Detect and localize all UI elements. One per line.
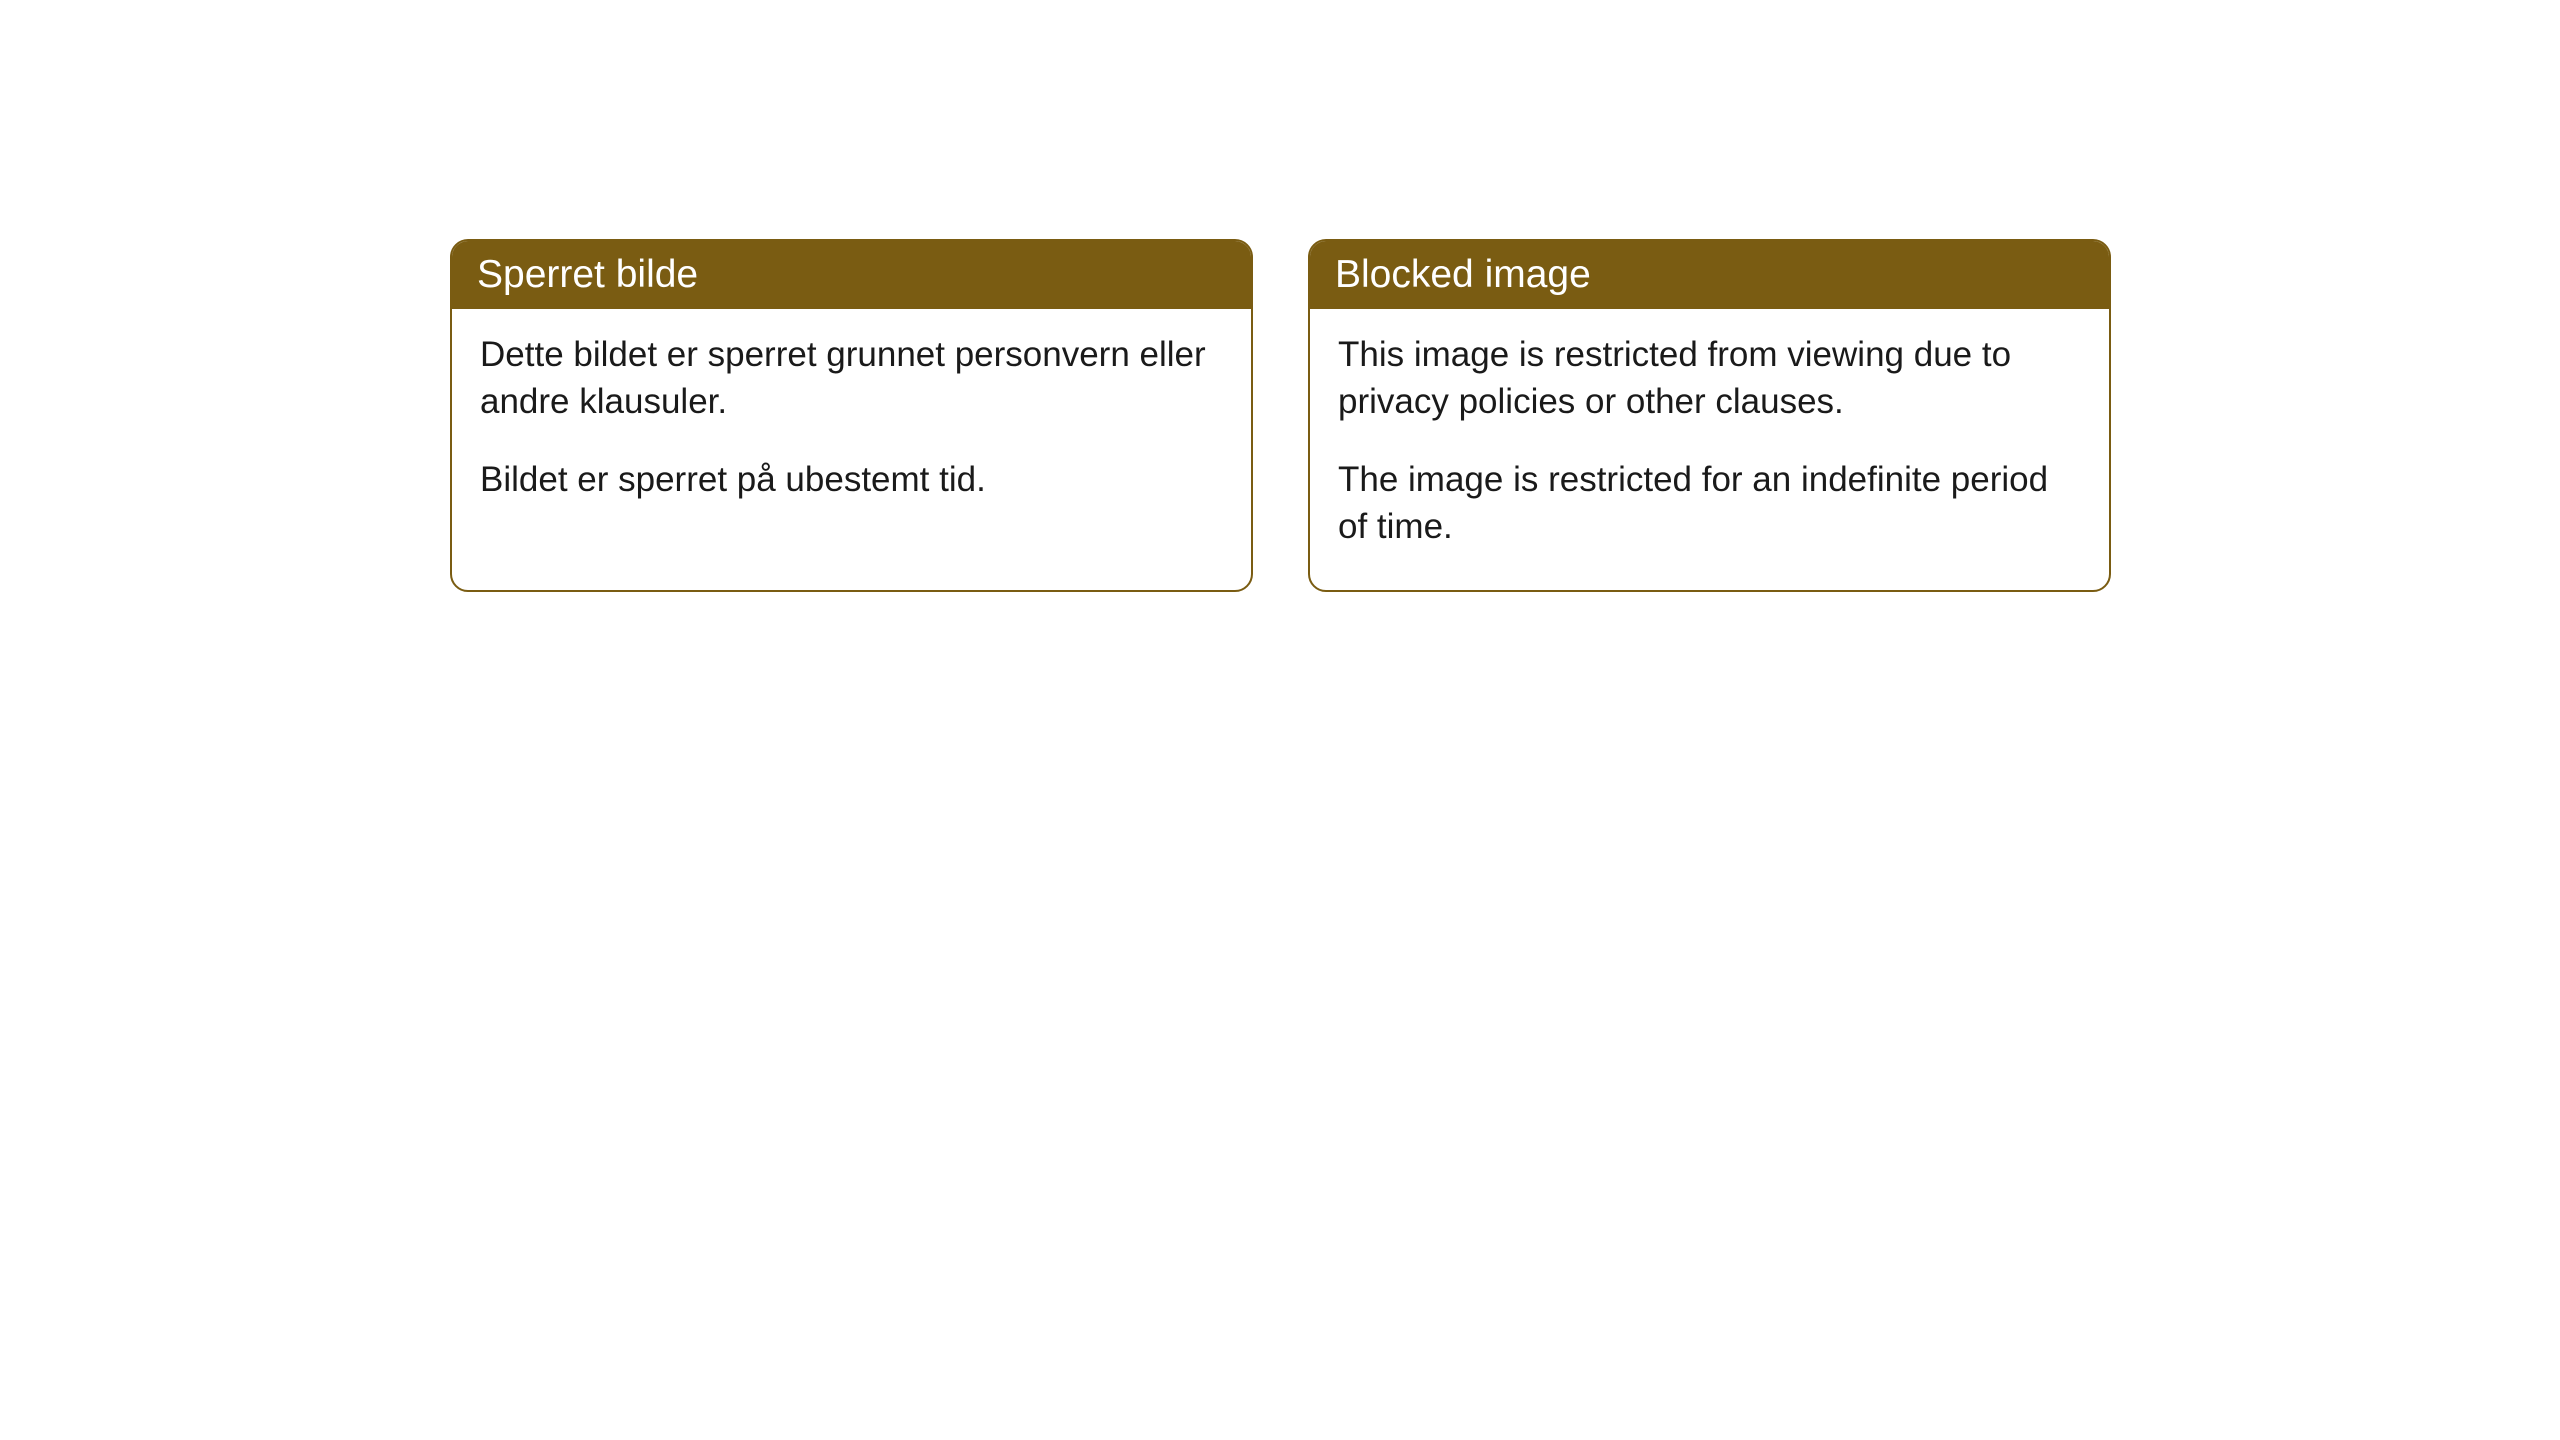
card-title: Blocked image (1335, 253, 1591, 296)
card-body: Dette bildet er sperret grunnet personve… (452, 309, 1251, 543)
card-header: Sperret bilde (452, 241, 1251, 309)
card-paragraph-1: Dette bildet er sperret grunnet personve… (480, 331, 1223, 426)
card-paragraph-2: The image is restricted for an indefinit… (1338, 456, 2081, 551)
notice-card-english: Blocked image This image is restricted f… (1308, 239, 2111, 592)
card-paragraph-2: Bildet er sperret på ubestemt tid. (480, 456, 1223, 503)
card-header: Blocked image (1310, 241, 2109, 309)
notice-card-norwegian: Sperret bilde Dette bildet er sperret gr… (450, 239, 1253, 592)
card-body: This image is restricted from viewing du… (1310, 309, 2109, 590)
card-title: Sperret bilde (477, 253, 698, 296)
card-paragraph-1: This image is restricted from viewing du… (1338, 331, 2081, 426)
notice-cards-container: Sperret bilde Dette bildet er sperret gr… (450, 239, 2111, 592)
